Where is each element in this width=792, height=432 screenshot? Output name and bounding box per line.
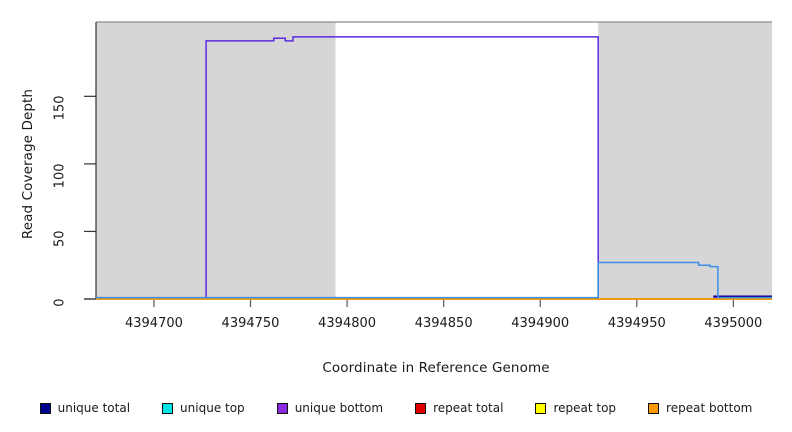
legend-item-repeat-bottom[interactable]: repeat bottom [648,401,752,415]
y-tick-label: 50 [52,230,68,248]
feature-region-right [598,22,772,299]
data-series-group [96,36,772,300]
legend-label: repeat bottom [666,401,753,415]
x-tick-label: 4394850 [414,316,473,331]
y-tick-label: 100 [52,163,68,189]
chart-legend: unique total unique top unique bottom repea… [0,398,792,418]
legend-label: unique total [57,401,131,415]
legend-item-unique-total[interactable]: unique total [39,401,131,415]
legend-label: unique top [180,401,245,415]
x-tick-label: 4394750 [221,316,280,331]
legend-label: repeat total [433,401,504,415]
legend-item-unique-top[interactable]: unique top [162,401,245,415]
x-tick-label: 4394950 [607,316,666,331]
series-line-coverage-step-right [96,261,772,299]
legend-item-unique-bottom[interactable]: unique bottom [276,401,384,415]
x-tick-label: 4395000 [704,316,763,331]
y-tick-label: 0 [52,298,68,307]
feature-region-left [96,22,336,299]
legend-label: unique bottom [294,401,384,415]
legend-label: repeat top [553,401,617,415]
x-tick-label: 4394900 [511,316,570,331]
x-tick-label: 4394700 [124,316,183,331]
legend-swatch-icon [39,402,51,414]
legend-swatch-icon [648,402,660,414]
legend-item-repeat-total[interactable]: repeat total [415,401,503,415]
y-tick-label: 150 [52,95,68,121]
x-tick-label: 4394800 [318,316,377,331]
legend-item-repeat-top[interactable]: repeat top [535,401,616,415]
legend-swatch-icon [276,402,288,414]
y-axis-title: Read Coverage Depth [20,88,36,240]
legend-swatch-icon [535,402,547,414]
x-axis-title: Coordinate in Reference Genome [322,360,550,376]
legend-swatch-icon [162,402,174,414]
legend-swatch-icon [415,402,427,414]
shaded-region-group [96,22,772,299]
